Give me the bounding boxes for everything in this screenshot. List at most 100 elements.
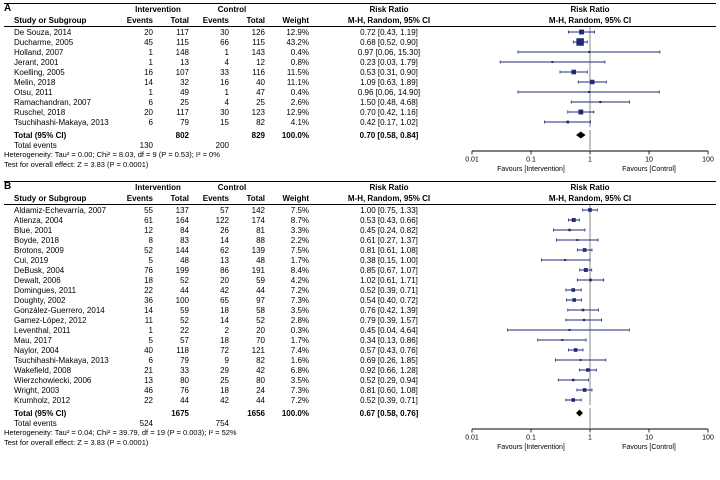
control-events: 62	[220, 245, 229, 255]
control-events: 1	[224, 47, 229, 57]
intervention-events: 1	[148, 47, 153, 57]
intervention-total: 57	[180, 335, 189, 345]
header-ctl-events: Events	[202, 16, 229, 25]
control-total: 126	[251, 27, 265, 37]
intervention-total: 76	[180, 385, 189, 395]
weight-value: 11.5%	[286, 67, 309, 77]
risk-ratio-value: 0.81 [0.61, 1.08]	[360, 245, 418, 255]
study-name: Cui, 2019	[14, 255, 49, 265]
risk-ratio-value: 0.97 [0.06, 15.30]	[357, 47, 421, 57]
intervention-events: 14	[144, 305, 153, 315]
plot-cell	[464, 107, 716, 117]
axis-cell: 0.01 0.1 1 10 100 Favours [Intervention] Favou…	[464, 150, 716, 176]
plot-cell	[464, 205, 716, 215]
weight-value: 8.7%	[290, 215, 309, 225]
header-risk-ratio-plot: Risk Ratio	[570, 183, 610, 192]
header-intervention-group: Intervention	[135, 183, 181, 192]
intervention-events: 6	[148, 355, 153, 365]
forest-plot-row	[517, 47, 661, 57]
control-total: 44	[256, 285, 265, 295]
intervention-events: 40	[144, 345, 153, 355]
total-events-row: Total events 524 754	[4, 418, 716, 428]
control-events: 16	[220, 77, 229, 87]
effect-marker	[566, 120, 570, 124]
intervention-total: 164	[175, 215, 189, 225]
forest-plot-row	[579, 265, 593, 275]
control-events: 86	[220, 265, 229, 275]
panel-label: A	[4, 3, 12, 14]
axis-cell: 0.01 0.1 1 10 100 Favours [Intervention] Favou…	[464, 428, 716, 454]
effect-marker	[568, 329, 571, 331]
control-total: 25	[256, 97, 265, 107]
plot-cell	[464, 130, 716, 140]
effect-marker	[571, 398, 576, 402]
plot-cell	[464, 265, 716, 275]
forest-plot-row	[553, 225, 591, 235]
intervention-total: 48	[180, 255, 189, 265]
weight-value: 7.4%	[290, 345, 309, 355]
intervention-total: 148	[175, 47, 189, 57]
effect-marker	[571, 69, 577, 75]
weight-value: 0.8%	[290, 57, 309, 67]
study-name: Leventhal, 2011	[14, 325, 71, 335]
study-row: Blue, 2001 12 84 26 81 3.3% 0.45 [0.24, 0.82]	[4, 225, 716, 235]
risk-ratio-value: 0.76 [0.42, 1.39]	[360, 305, 418, 315]
control-events: 4	[224, 57, 229, 67]
control-total: 48	[256, 255, 265, 265]
total-int-total: 802	[175, 130, 189, 140]
effect-marker	[561, 339, 564, 341]
forest-plot-row	[507, 325, 630, 335]
weight-value: 6.8%	[290, 365, 309, 375]
header-int-total: Total	[170, 194, 189, 203]
study-row: Gamez-López, 2012 11 52 14 52 2.8% 0.79 [0.39,…	[4, 315, 716, 325]
plot-cell	[464, 418, 716, 428]
control-events: 18	[220, 385, 229, 395]
forest-panel-A: A Intervention Control Risk Ratio Risk Ratio…	[4, 3, 716, 176]
study-row: Koelling, 2005 16 107 33 116 11.5% 0.53 [0.31,…	[4, 67, 716, 77]
control-total: 116	[252, 67, 265, 77]
effect-marker	[588, 208, 592, 212]
study-name: Krumholz, 2012	[14, 395, 71, 405]
forest-plot-row	[567, 215, 591, 225]
effect-marker	[583, 268, 588, 272]
study-name: Wright, 2003	[14, 385, 60, 395]
study-name: Tsuchihashi-Makaya, 2013	[14, 355, 109, 365]
study-name: Tsuchihashi-Makaya, 2013	[14, 117, 109, 127]
intervention-events: 1	[148, 57, 153, 67]
effect-marker	[581, 308, 585, 312]
plot-cell	[464, 255, 716, 265]
risk-ratio-value: 0.79 [0.39, 1.57]	[360, 315, 418, 325]
forest-plot-row	[566, 295, 591, 305]
control-total: 82	[256, 355, 265, 365]
total-risk-ratio: 0.67 [0.58, 0.76]	[359, 408, 419, 418]
study-row: Ducharme, 2005 45 115 66 115 43.2% 0.68 [0.52,…	[4, 37, 716, 47]
intervention-total: 100	[175, 295, 189, 305]
total-events-row: Total events 130 200	[4, 140, 716, 150]
total-label: Total (95% CI)	[14, 408, 67, 418]
intervention-total: 52	[180, 315, 189, 325]
control-total: 97	[256, 295, 265, 305]
plot-cell	[464, 97, 716, 107]
risk-ratio-value: 0.96 [0.06, 14.90]	[357, 87, 421, 97]
intervention-events: 13	[144, 375, 153, 385]
header-mh-ci-text: M-H, Random, 95% CI	[347, 194, 431, 203]
forest-plot-row	[567, 27, 595, 37]
total-ctl-total: 1656	[247, 408, 265, 418]
forest-plot-figure: A Intervention Control Risk Ratio Risk Ratio…	[4, 3, 716, 454]
forest-plot-row	[576, 275, 605, 285]
control-total: 81	[256, 225, 265, 235]
intervention-events: 6	[148, 117, 153, 127]
plot-cell	[464, 365, 716, 375]
weight-value: 1.7%	[290, 255, 309, 265]
study-name: Blue, 2001	[14, 225, 53, 235]
intervention-total: 33	[180, 365, 189, 375]
weight-value: 1.7%	[290, 335, 309, 345]
study-row: Dewalt, 2006 18 52 20 59 4.2% 1.02 [0.61, 1.71…	[4, 275, 716, 285]
study-name: Domingues, 2011	[14, 285, 77, 295]
total-label: Total (95% CI)	[14, 130, 67, 140]
intervention-total: 49	[180, 87, 189, 97]
plot-cell	[464, 57, 716, 67]
control-total: 59	[256, 275, 265, 285]
plot-cell	[464, 285, 716, 295]
header-weight: Weight	[282, 16, 309, 25]
